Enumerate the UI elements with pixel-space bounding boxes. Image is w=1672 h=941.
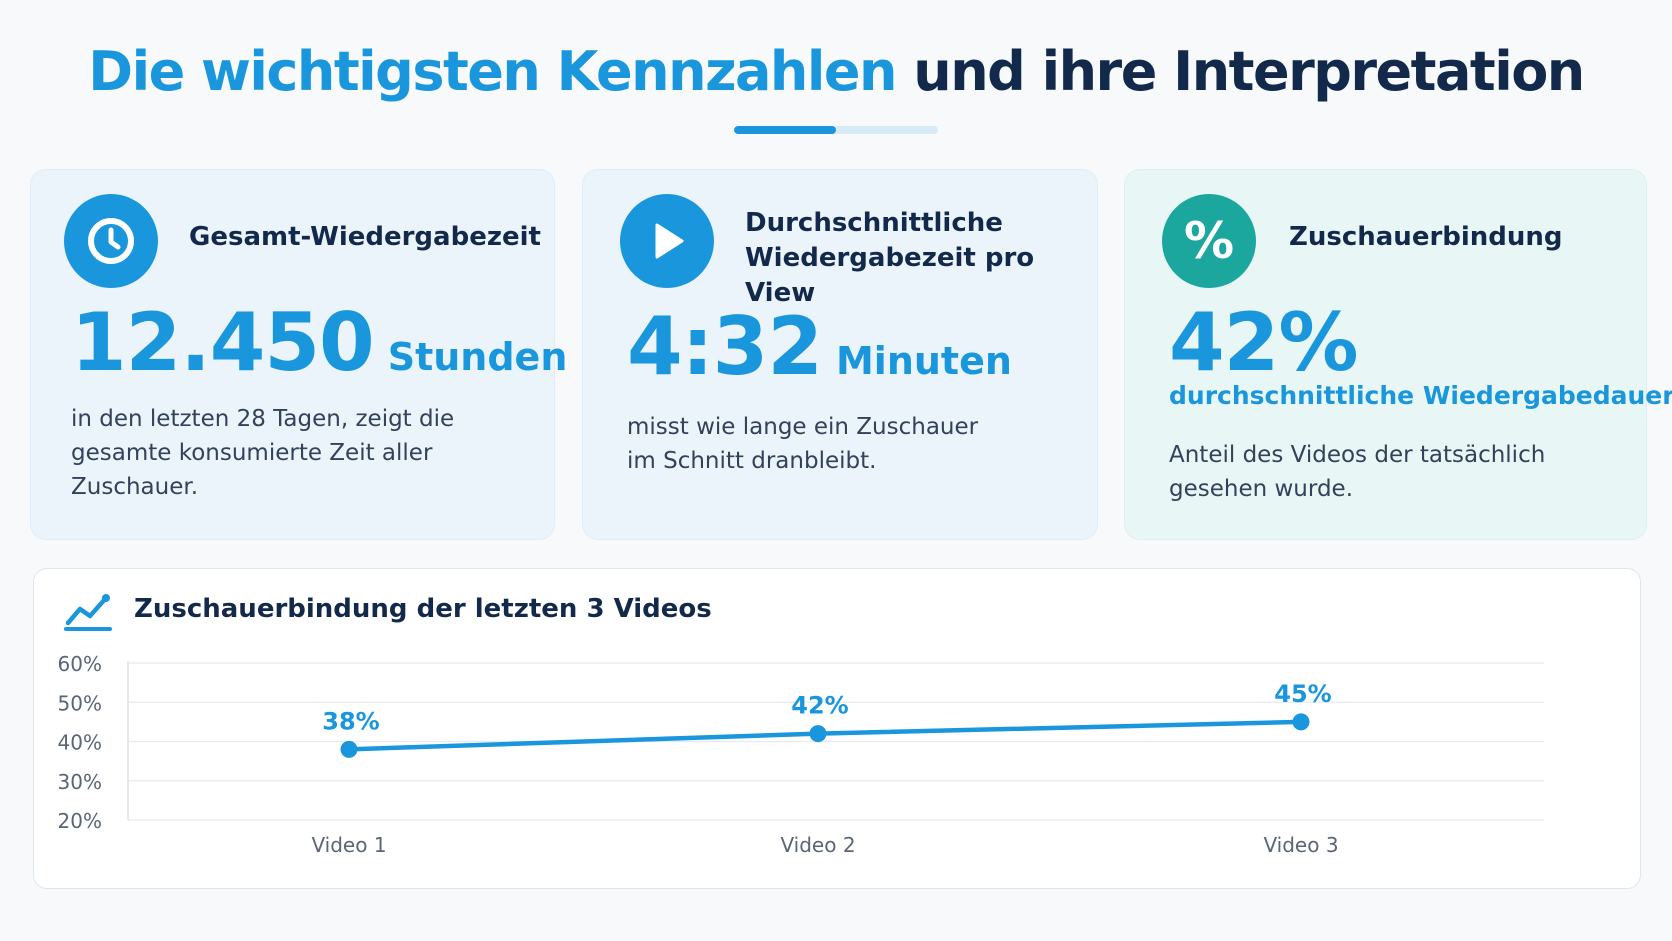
x-tick-label: Video 1: [311, 833, 386, 857]
y-tick-label: 30%: [58, 770, 102, 794]
y-tick-label: 50%: [58, 691, 102, 715]
card-value-number: 4:32: [627, 300, 823, 393]
clock-icon: [64, 194, 158, 288]
y-tick-label: 60%: [58, 652, 102, 676]
card-title: Zuschauerbindung: [1289, 222, 1563, 252]
page-title-rest: und ihre Interpretation: [913, 40, 1585, 103]
data-label: 38%: [322, 707, 379, 735]
data-label: 45%: [1274, 680, 1331, 708]
card-value: 42%: [1169, 296, 1358, 389]
retention-chart-card: Zuschauerbindung der letzten 3 Videos 60…: [33, 568, 1641, 889]
data-label: 42%: [791, 692, 848, 720]
page-title-accent: Die wichtigsten Kennzahlen: [88, 40, 897, 103]
card-description: misst wie lange ein Zuschauer im Schnitt…: [627, 414, 979, 474]
card-retention: % Zuschauerbindung 42% durchschnittliche…: [1124, 169, 1672, 540]
card-title-line2: Wiedergabezeit pro View: [745, 243, 1035, 308]
percent-glyph: %: [1183, 212, 1235, 270]
card-watch-time: Gesamt-Wiedergabezeit 12.450 Stunden in …: [30, 169, 567, 540]
card-title: Gesamt-Wiedergabezeit: [189, 222, 541, 252]
card-title-line1: Durchschnittliche: [745, 208, 1003, 238]
data-point: [809, 725, 827, 743]
page-title: Die wichtigsten Kennzahlen und ihre Inte…: [0, 40, 1672, 103]
data-point: [340, 740, 358, 758]
card-subunit: durchschnittliche Wiedergabedauer: [1169, 381, 1672, 410]
card-description: Anteil des Videos der tatsächlich gesehe…: [1169, 442, 1546, 502]
card-title: Durchschnittliche Wiedergabezeit pro Vie…: [745, 206, 1097, 311]
card-value-number: 42%: [1169, 296, 1358, 389]
data-point: [1292, 713, 1310, 731]
y-tick-label: 40%: [58, 731, 102, 755]
chart-title: Zuschauerbindung der letzten 3 Videos: [134, 594, 712, 624]
card-value-unit: Stunden: [387, 335, 568, 379]
card-description: in den letzten 28 Tagen, zeigt die gesam…: [71, 406, 455, 500]
card-value-unit: Minuten: [835, 339, 1012, 383]
retention-line-chart: 60% 50% 40% 30% 20% 38% Video 1 42% Video 2 45% Vi…: [58, 652, 1544, 857]
card-value: 12.450 Stunden: [71, 296, 567, 389]
trend-chart-icon: [62, 591, 114, 639]
percent-icon: %: [1162, 194, 1256, 288]
x-tick-label: Video 3: [1263, 833, 1338, 857]
y-tick-label: 20%: [58, 809, 102, 833]
card-value: 4:32 Minuten: [627, 300, 1012, 393]
x-tick-label: Video 2: [780, 833, 855, 857]
card-value-number: 12.450: [71, 296, 375, 389]
title-underline: [734, 126, 938, 134]
card-avg-view-time: Durchschnittliche Wiedergabezeit pro Vie…: [582, 169, 1098, 540]
play-icon: [620, 194, 714, 288]
